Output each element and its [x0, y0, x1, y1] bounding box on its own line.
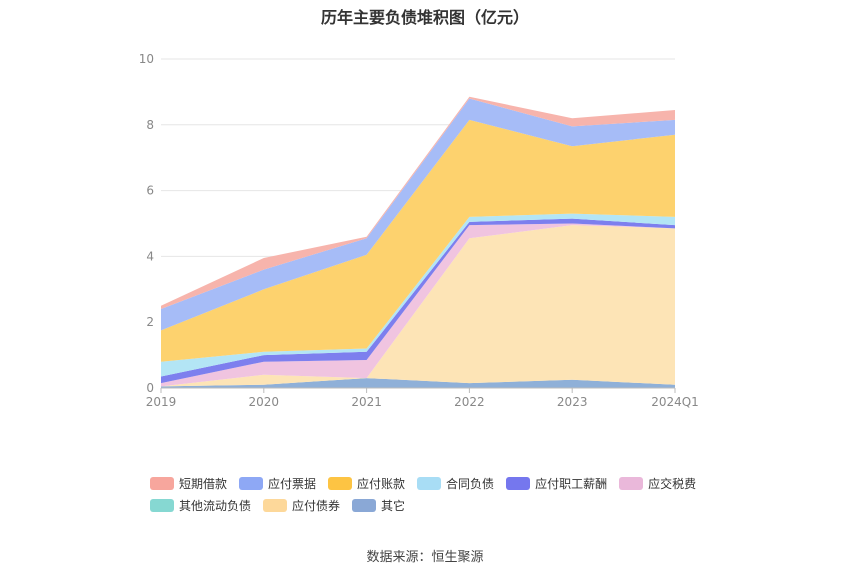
legend-label: 短期借款	[179, 476, 228, 491]
x-tick-label: 2021	[351, 395, 382, 409]
legend-swatch	[506, 476, 531, 490]
y-tick-label: 8	[146, 118, 154, 132]
legend-label: 合同负债	[446, 476, 495, 491]
x-tick-label: 2020	[249, 395, 280, 409]
area-series-0	[161, 378, 675, 388]
y-tick-label: 0	[146, 381, 154, 395]
legend-item[interactable]: 其他流动负债	[150, 494, 251, 516]
area-series-5	[161, 213, 675, 377]
legend-item[interactable]: 应付账款	[328, 472, 405, 494]
legend-label: 应付票据	[268, 476, 317, 491]
axes: 0 2 4 6 8 10 2019 2020 2021 2022 2023 2024Q1	[139, 52, 699, 409]
legend-label: 其它	[381, 498, 406, 513]
area-series	[161, 96, 675, 388]
legend-swatch	[328, 476, 353, 490]
legend-item[interactable]: 应付债券	[263, 494, 340, 516]
chart-title: 历年主要负债堆积图（亿元）	[320, 8, 529, 27]
x-tick-label: 2022	[454, 395, 485, 409]
legend-swatch	[263, 498, 288, 512]
legend-swatch	[150, 498, 174, 512]
legend-label: 其他流动负债	[179, 498, 252, 513]
legend-item[interactable]: 应交税费	[619, 472, 696, 494]
legend-swatch	[352, 498, 377, 512]
legend-item[interactable]: 应付职工薪酬	[506, 472, 607, 494]
legend-swatch	[619, 476, 644, 490]
legend-label: 应付职工薪酬	[535, 476, 608, 491]
area-series-3	[161, 223, 675, 387]
y-tick-label: 2	[146, 315, 154, 329]
area-series-8	[161, 96, 675, 309]
legend-label: 应交税费	[648, 476, 697, 491]
legend-swatch	[239, 476, 264, 490]
legend-swatch	[150, 476, 174, 490]
y-tick-label: 6	[146, 184, 154, 198]
area-series-4	[161, 218, 675, 384]
legend-label: 应付债券	[292, 498, 341, 513]
legend-item[interactable]: 短期借款	[150, 472, 227, 494]
legend-item[interactable]: 应付票据	[239, 472, 316, 494]
x-tick-label: 2019	[146, 395, 177, 409]
data-source: 数据来源：恒生聚源	[366, 550, 484, 565]
area-series-7	[161, 98, 675, 331]
legend-label: 应付账款	[357, 476, 406, 491]
y-tick-label: 4	[146, 249, 154, 263]
stacked-area-chart: 0 2 4 6 8 10 2019 2020 2021 2022 2023 2024Q1	[139, 52, 699, 409]
x-tick-label: 2023	[557, 395, 588, 409]
legend-swatch	[417, 476, 442, 490]
legend: 短期借款 应付票据 应付账款 合同负债 应付职工薪酬 应交税费其他流动负债 应付债券 其它	[150, 472, 710, 516]
area-series-1	[161, 225, 675, 387]
y-tick-label: 10	[139, 52, 154, 66]
legend-item[interactable]: 其它	[352, 494, 405, 516]
area-series-6	[161, 119, 675, 362]
x-tick-label: 2024Q1	[651, 395, 699, 409]
legend-item[interactable]: 合同负债	[417, 472, 494, 494]
